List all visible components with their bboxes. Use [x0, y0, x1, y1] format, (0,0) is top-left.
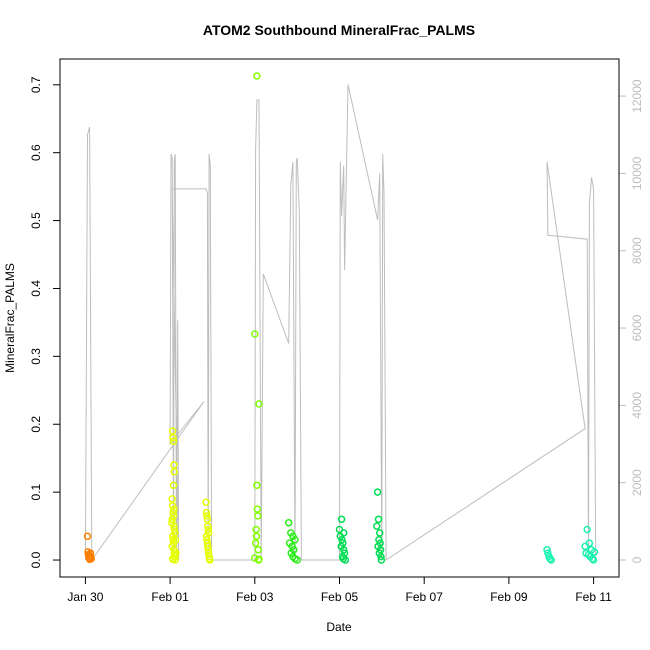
data-point-4-21	[377, 552, 385, 561]
y2-tick-label-5: 10000	[630, 156, 644, 190]
data-point-2-8	[251, 539, 260, 547]
data-point-1-27	[172, 549, 180, 557]
x-tick-label-3: Feb 05	[321, 590, 359, 604]
data-point-0-9	[87, 554, 96, 563]
y2-tick-label-3: 6000	[630, 314, 644, 341]
data-point-1-39	[204, 546, 212, 554]
data-point-1-9	[168, 515, 176, 524]
data-point-2-5	[254, 512, 262, 520]
data-point-1-1	[168, 427, 177, 435]
data-point-1-4	[170, 461, 178, 469]
data-point-1-30	[203, 512, 211, 520]
data-point-5-4	[547, 556, 555, 564]
data-point-4-19	[376, 546, 385, 554]
data-point-2-1	[253, 72, 261, 80]
data-point-1-33	[204, 525, 212, 534]
y-axis-label: MineralFrac_PALMS	[3, 263, 17, 373]
data-point-1-32	[204, 522, 212, 530]
data-point-5-14	[590, 548, 599, 556]
data-point-1-37	[203, 539, 212, 547]
data-point-1-0	[168, 495, 176, 503]
data-point-4-12	[373, 488, 382, 496]
data-point-1-22	[171, 556, 179, 564]
x-tick-label-1: Feb 01	[151, 590, 189, 604]
data-point-0-0	[83, 532, 92, 541]
y2-tick-label-0: 0	[630, 556, 644, 563]
data-point-1-8	[169, 508, 177, 517]
data-point-1-29	[202, 508, 211, 517]
data-point-2-9	[254, 546, 262, 554]
data-point-4-1	[337, 515, 346, 524]
y-tick-label-7: 0.7	[29, 76, 43, 93]
data-point-2-10	[251, 554, 259, 562]
data-point-4-15	[373, 522, 381, 530]
y-tick-label-0: 0.0	[29, 551, 43, 568]
y2-tick-label-1: 2000	[630, 469, 644, 496]
data-point-2-3	[253, 481, 261, 490]
data-point-1-28	[202, 498, 210, 507]
data-point-5-7	[581, 542, 589, 551]
data-point-2-4	[253, 505, 262, 513]
data-point-1-25	[168, 518, 176, 527]
y-tick-label-1: 0.1	[29, 483, 43, 500]
data-point-1-5	[170, 468, 179, 476]
data-point-5-13	[589, 556, 598, 564]
y2-tick-label-2: 4000	[630, 392, 644, 419]
data-point-4-22	[377, 556, 386, 564]
x-tick-label-2: Feb 03	[236, 590, 274, 604]
data-point-1-24	[170, 505, 178, 513]
y-tick-label-2: 0.2	[29, 416, 43, 433]
data-point-4-14	[375, 529, 384, 537]
data-point-1-23	[169, 512, 178, 520]
data-point-2-2	[255, 400, 263, 408]
data-point-1-43	[206, 556, 214, 564]
data-point-4-13	[374, 515, 383, 524]
data-point-5-3	[546, 554, 554, 563]
x-tick-label-0: Jan 30	[67, 590, 103, 604]
y-tick-label-3: 0.3	[29, 348, 43, 365]
y-tick-label-5: 0.5	[29, 212, 43, 229]
y-tick-label-4: 0.4	[29, 280, 43, 297]
data-point-1-35	[202, 532, 211, 541]
data-point-3-0	[284, 518, 293, 527]
data-point-4-11	[341, 556, 350, 564]
chart-title: ATOM2 Southbound MineralFrac_PALMS	[203, 22, 475, 38]
data-point-1-38	[204, 542, 212, 551]
data-point-1-11	[170, 525, 179, 534]
y2-tick-label-6: 12000	[630, 79, 644, 113]
data-point-4-7	[339, 546, 348, 554]
altitude-line	[84, 84, 597, 562]
data-point-5-5	[583, 525, 591, 534]
data-point-5-12	[588, 554, 597, 563]
data-point-5-0	[543, 546, 551, 554]
plot-frame	[59, 58, 620, 578]
data-point-1-6	[169, 481, 178, 490]
x-tick-label-5: Feb 09	[490, 590, 528, 604]
data-point-2-12	[255, 555, 263, 564]
data-point-1-2	[169, 434, 177, 442]
data-point-4-16	[375, 535, 383, 544]
data-point-3-3	[291, 535, 299, 544]
x-axis-label: Date	[326, 620, 352, 634]
x-tick-label-4: Feb 07	[406, 590, 444, 604]
data-point-1-31	[203, 515, 212, 524]
data-point-2-6	[252, 525, 260, 534]
data-point-2-7	[252, 532, 261, 541]
data-point-1-26	[171, 535, 180, 544]
y2-tick-label-4: 8000	[630, 237, 644, 264]
data-point-2-0	[251, 330, 259, 338]
y-tick-label-6: 0.6	[29, 144, 43, 161]
data-point-1-14	[169, 535, 177, 544]
data-point-4-4	[338, 535, 346, 544]
x-tick-label-6: Feb 11	[575, 590, 612, 604]
data-point-3-10	[293, 556, 301, 564]
data-point-1-7	[168, 501, 177, 510]
data-point-1-3	[169, 437, 178, 445]
data-point-1-36	[203, 535, 211, 544]
